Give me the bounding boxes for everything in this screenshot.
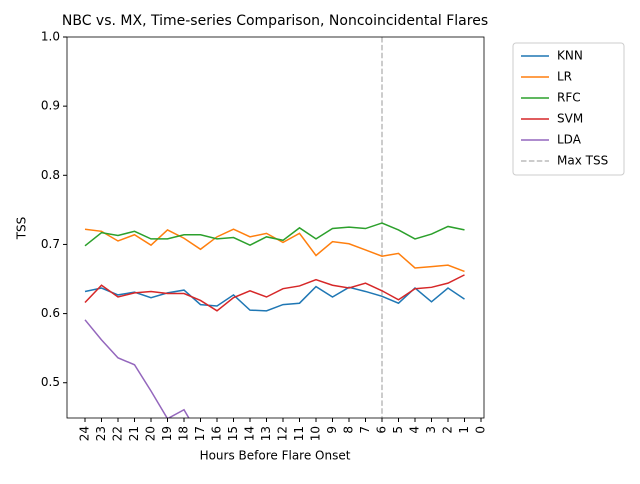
legend-box: [512, 42, 625, 176]
y-tick-label: 0.6: [41, 306, 60, 320]
x-tick-label: 4: [408, 426, 422, 434]
legend-label: LR: [557, 70, 572, 84]
x-tick-label: 17: [193, 426, 207, 441]
series-line: [84, 285, 465, 312]
x-tick-label: 0: [474, 426, 488, 434]
legend-label: LDA: [557, 133, 582, 147]
x-tick-label: 9: [325, 426, 339, 434]
y-axis-label: TSS: [15, 217, 29, 241]
legend-label: RFC: [557, 91, 581, 105]
x-tick-label: 7: [358, 426, 372, 434]
x-tick-label: 16: [210, 426, 224, 441]
legend-label: SVM: [557, 112, 583, 126]
y-tick-label: 0.7: [41, 237, 60, 251]
x-tick-label: 19: [160, 426, 174, 441]
x-tick-label: 20: [144, 426, 158, 441]
x-tick-label: 15: [226, 426, 240, 441]
y-tick-label: 0.9: [41, 99, 60, 113]
x-tick-label: 12: [276, 426, 290, 441]
x-tick-label: 22: [111, 426, 125, 441]
x-tick-label: 1: [457, 426, 471, 434]
x-tick-label: 3: [424, 426, 438, 434]
x-tick-label: 8: [342, 426, 356, 434]
x-tick-label: 18: [177, 426, 191, 441]
series-line: [84, 222, 465, 247]
x-tick-label: 11: [292, 426, 306, 441]
y-tick-label: 0.8: [41, 168, 60, 182]
x-tick-label: 2: [441, 426, 455, 434]
x-tick-label: 5: [391, 426, 405, 434]
x-tick-label: 23: [94, 426, 108, 441]
x-tick-label: 24: [78, 426, 92, 441]
series-line: [84, 319, 190, 418]
chart-title: NBC vs. MX, Time-series Comparison, Nonc…: [62, 13, 488, 29]
x-tick-label: 6: [375, 426, 389, 434]
y-tick-label: 0.5: [41, 375, 60, 389]
legend-label: KNN: [557, 49, 583, 63]
x-tick-label: 10: [309, 426, 323, 441]
series-line: [84, 274, 465, 312]
x-tick-label: 14: [243, 426, 257, 441]
x-tick-label: 21: [127, 426, 141, 441]
legend-label: Max TSS: [557, 154, 608, 168]
x-axis-label: Hours Before Flare Onset: [200, 449, 351, 463]
axes-frame: [66, 36, 485, 419]
x-tick-label: 13: [259, 426, 273, 441]
y-tick-label: 1.0: [41, 30, 60, 44]
plot-area: [84, 37, 465, 418]
